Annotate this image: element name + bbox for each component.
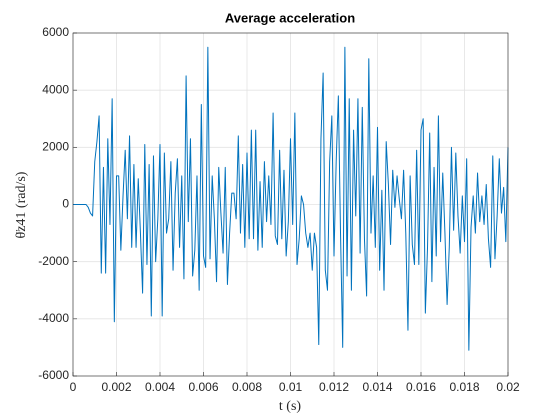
y-tick-label: -2000 <box>38 254 69 268</box>
x-tick-label: 0.018 <box>449 380 479 394</box>
axes-box <box>72 32 509 377</box>
x-tick-label: 0.006 <box>188 380 218 394</box>
y-axis-label: θ̈z41 (rad/s) <box>14 171 29 238</box>
y-tick-label: 2000 <box>42 140 69 154</box>
x-tick-label: 0 <box>70 380 77 394</box>
y-tick-label: -4000 <box>38 311 69 325</box>
y-tick-label: 4000 <box>42 82 69 96</box>
x-tick-label: 0.012 <box>319 380 349 394</box>
x-tick-label: 0.008 <box>232 380 262 394</box>
y-tick-label: -6000 <box>38 368 69 382</box>
y-tick-label: 0 <box>62 197 69 211</box>
x-tick-label: 0.016 <box>406 380 436 394</box>
x-tick-label: 0.002 <box>101 380 131 394</box>
chart-title: Average acceleration <box>225 10 355 25</box>
x-tick-label: 0.01 <box>279 380 303 394</box>
x-tick-label: 0.014 <box>362 380 392 394</box>
y-tick-label: 6000 <box>42 25 69 39</box>
x-axis-label: t (s) <box>279 399 302 414</box>
x-tick-label: 0.02 <box>496 380 520 394</box>
data-line <box>73 46 509 351</box>
x-tick-label: 0.004 <box>145 380 175 394</box>
